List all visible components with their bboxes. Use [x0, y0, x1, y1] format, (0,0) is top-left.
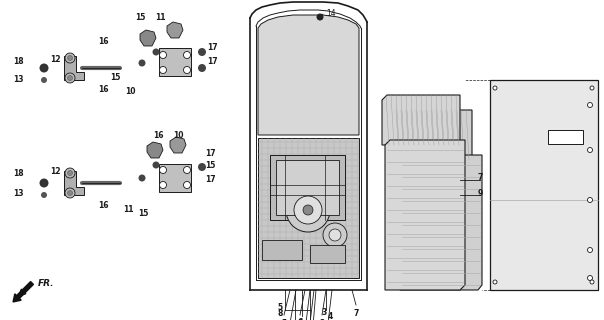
Circle shape [198, 163, 206, 171]
Polygon shape [140, 30, 156, 46]
Text: FR.: FR. [38, 278, 54, 287]
Bar [270, 155, 345, 220]
Circle shape [588, 148, 593, 153]
Text: 5: 5 [281, 319, 286, 320]
Circle shape [41, 77, 47, 83]
Polygon shape [64, 56, 84, 80]
Circle shape [294, 196, 322, 224]
Circle shape [159, 181, 167, 188]
Text: 10: 10 [173, 131, 183, 140]
Text: 7: 7 [353, 309, 359, 318]
Text: 17: 17 [207, 57, 217, 66]
Text: 17: 17 [205, 148, 215, 157]
Circle shape [493, 280, 497, 284]
Text: 3: 3 [320, 319, 324, 320]
Polygon shape [64, 171, 84, 195]
Text: 12: 12 [50, 54, 60, 63]
Text: 6: 6 [297, 319, 303, 320]
Circle shape [286, 188, 330, 232]
Circle shape [323, 223, 347, 247]
Text: 4: 4 [327, 312, 333, 320]
Circle shape [184, 181, 190, 188]
Circle shape [184, 166, 190, 173]
Text: 11: 11 [155, 12, 165, 21]
Text: 15: 15 [135, 12, 145, 21]
FancyArrow shape [13, 282, 33, 302]
Text: 12: 12 [50, 167, 60, 177]
Circle shape [316, 13, 324, 20]
Circle shape [588, 197, 593, 203]
Text: 18: 18 [13, 57, 24, 66]
Text: 15: 15 [110, 74, 120, 83]
Circle shape [588, 276, 593, 281]
Text: 17: 17 [205, 175, 215, 185]
Circle shape [159, 52, 167, 59]
Text: 5: 5 [278, 303, 283, 313]
Circle shape [303, 205, 313, 215]
Circle shape [198, 64, 206, 72]
Circle shape [329, 229, 341, 241]
Circle shape [39, 179, 48, 188]
Circle shape [159, 166, 167, 173]
Text: 16: 16 [98, 85, 108, 94]
Bar [159, 164, 191, 192]
Circle shape [39, 63, 48, 73]
Polygon shape [258, 15, 359, 135]
Circle shape [590, 86, 594, 90]
Polygon shape [400, 155, 482, 290]
Text: 13: 13 [13, 189, 23, 198]
Text: 13: 13 [13, 76, 23, 84]
Text: 16: 16 [98, 37, 108, 46]
Circle shape [152, 49, 159, 55]
Polygon shape [385, 140, 465, 290]
Circle shape [65, 73, 75, 83]
Circle shape [493, 86, 497, 90]
Polygon shape [490, 80, 598, 290]
Text: 17: 17 [207, 43, 217, 52]
Text: 14: 14 [326, 9, 336, 18]
Bar [262, 240, 302, 260]
Text: 15: 15 [205, 161, 215, 170]
Text: 16: 16 [153, 131, 163, 140]
Circle shape [68, 55, 72, 60]
Text: 9: 9 [478, 188, 483, 197]
Circle shape [68, 171, 72, 175]
Circle shape [138, 60, 146, 67]
Circle shape [159, 67, 167, 74]
Circle shape [41, 192, 47, 198]
Circle shape [65, 168, 75, 178]
Text: 7: 7 [478, 173, 483, 182]
Circle shape [588, 102, 593, 108]
Polygon shape [147, 142, 163, 158]
Circle shape [65, 188, 75, 198]
Text: 15: 15 [138, 209, 148, 218]
Text: 8: 8 [278, 308, 283, 317]
Text: 11: 11 [123, 205, 133, 214]
Bar [548, 130, 583, 144]
Circle shape [65, 53, 75, 63]
Text: 10: 10 [125, 86, 135, 95]
Circle shape [184, 52, 190, 59]
Circle shape [152, 162, 159, 169]
Bar [159, 48, 191, 76]
Circle shape [184, 67, 190, 74]
Polygon shape [167, 22, 183, 38]
Text: 16: 16 [98, 201, 108, 210]
Circle shape [588, 247, 593, 252]
Circle shape [138, 174, 146, 181]
Polygon shape [258, 138, 359, 278]
Text: 6: 6 [297, 318, 303, 320]
Polygon shape [382, 95, 460, 145]
Circle shape [198, 48, 206, 56]
Bar [310, 245, 345, 263]
Circle shape [68, 76, 72, 81]
Polygon shape [170, 137, 186, 153]
Text: 18: 18 [13, 170, 24, 179]
Polygon shape [392, 110, 472, 160]
Text: 3: 3 [321, 308, 327, 317]
Bar [276, 160, 339, 215]
Circle shape [68, 190, 72, 196]
Circle shape [590, 280, 594, 284]
